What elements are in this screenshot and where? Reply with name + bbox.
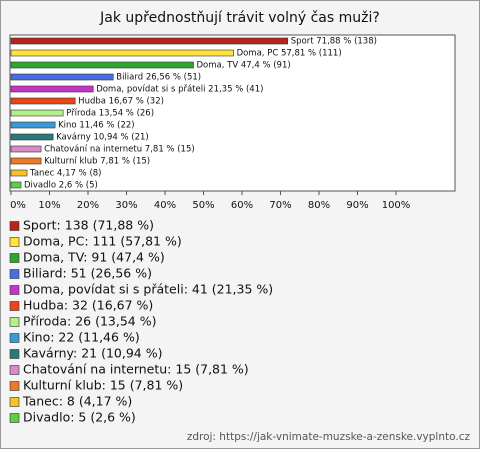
legend-swatch: [9, 381, 20, 391]
legend-swatch: [9, 253, 20, 263]
legend-label: Kino: 22 (11,46 %): [23, 330, 140, 345]
bar: [10, 49, 234, 57]
x-tick-label: 90%: [346, 200, 368, 211]
bar-label: Doma, TV 47,4 % (91): [196, 61, 290, 71]
source: zdroj: https://jak-vnimate-muzske-a-zens…: [187, 431, 471, 443]
bar-label: Chatování na internetu 7,81 % (15): [44, 145, 195, 155]
bar-label: Biliard 26,56 % (51): [116, 73, 201, 83]
legend-label: Doma, povídat si s přáteli: 41 (21,35 %): [23, 282, 273, 297]
legend-swatch: [9, 269, 20, 279]
legend-swatch: [9, 237, 20, 247]
legend-label: Doma, PC: 111 (57,81 %): [23, 234, 182, 249]
bar: [10, 73, 114, 81]
legend-label: Chatování na internetu: 15 (7,81 %): [23, 362, 249, 377]
x-tick-label: 0%: [10, 200, 26, 211]
legend-label: Kulturní klub: 15 (7,81 %): [23, 378, 183, 393]
bar-label: Sport 71,88 % (138): [291, 37, 377, 47]
legend-label: Tanec: 8 (4,17 %): [22, 394, 132, 409]
bar-label: Hudba 16,67 % (32): [78, 97, 164, 107]
x-tick-label: 100%: [382, 200, 411, 211]
legend-swatch: [9, 333, 20, 343]
x-tick-label: 20%: [77, 200, 99, 211]
chart-title: Jak upřednostňují trávit volný čas muži?: [99, 10, 380, 26]
legend-swatch: [9, 397, 20, 407]
legend-swatch: [9, 349, 20, 359]
bar: [10, 109, 64, 117]
x-tick-label: 80%: [308, 200, 330, 211]
bar: [10, 181, 22, 189]
legend-label: Příroda: 26 (13,54 %): [23, 314, 157, 329]
bar-label: Divadlo 2,6 % (5): [24, 181, 98, 191]
legend-label: Biliard: 51 (26,56 %): [23, 266, 152, 281]
legend-swatch: [9, 413, 20, 423]
bar-label: Doma, povídat si s přáteli 21,35 % (41): [96, 85, 263, 95]
bar-label: Kulturní klub 7,81 % (15): [44, 157, 150, 167]
bar: [10, 121, 56, 129]
legend-label: Sport: 138 (71,88 %): [23, 218, 154, 233]
legend-swatch: [9, 365, 20, 375]
x-tick-label: 10%: [38, 200, 60, 211]
bar: [10, 145, 42, 153]
bar: [10, 85, 94, 93]
bar: [10, 133, 54, 141]
legend-swatch: [9, 221, 20, 231]
legend-label: Divadlo: 5 (2,6 %): [23, 410, 136, 425]
bar-label: Doma, PC 57,81 % (111): [237, 49, 342, 59]
x-tick-label: 30%: [115, 200, 137, 211]
legend-label: Hudba: 32 (16,67 %): [23, 298, 153, 313]
bar: [10, 61, 194, 69]
bar: [10, 169, 28, 177]
legend-label: Kavárny: 21 (10,94 %): [23, 346, 162, 361]
bar: [10, 37, 289, 45]
bar-label: Tanec 4,17 % (8): [29, 169, 101, 179]
plot-area: [9, 34, 456, 192]
legend-swatch: [9, 301, 20, 311]
x-tick-label: 40%: [154, 200, 176, 211]
x-tick-label: 60%: [231, 200, 253, 211]
bar-label: Příroda 13,54 % (26): [66, 109, 154, 119]
bar-label: Kavárny 10,94 % (21): [56, 133, 149, 143]
legend-swatch: [9, 317, 20, 327]
legend-swatch: [9, 285, 20, 295]
x-tick-label: 50%: [192, 200, 214, 211]
bar: [10, 157, 42, 165]
x-tick-label: 70%: [269, 200, 291, 211]
bar-label: Kino 11,46 % (22): [58, 121, 135, 131]
bar: [10, 97, 76, 105]
legend-label: Doma, TV: 91 (47,4 %): [23, 250, 165, 265]
